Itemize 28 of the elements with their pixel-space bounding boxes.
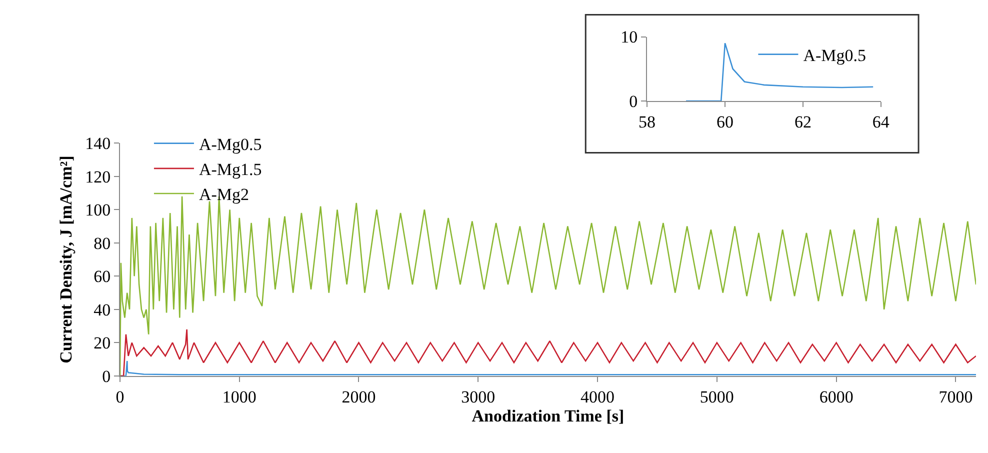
- legend-label: A-Mg0.5: [803, 46, 866, 65]
- y-tick-label: 20: [94, 334, 111, 353]
- x-tick-label: 2000: [342, 387, 376, 406]
- y-axis-title: Current Density, J [mA/cm²]: [56, 156, 76, 364]
- y-tick-label: 10: [620, 28, 638, 47]
- x-tick-label: 58: [638, 112, 656, 132]
- x-tick-label: 60: [716, 112, 734, 132]
- x-tick-label: 3000: [461, 387, 496, 406]
- y-tick-label: 60: [94, 267, 111, 286]
- legend-label: A-Mg2: [198, 185, 250, 204]
- y-tick-label: 140: [85, 134, 111, 154]
- x-tick-label: 62: [794, 112, 812, 132]
- x-tick-label: 0: [116, 387, 124, 406]
- y-tick-label: 100: [85, 200, 111, 220]
- legend-label: A-Mg0.5: [198, 134, 262, 154]
- x-tick-label: 64: [872, 112, 890, 132]
- x-tick-label: 5000: [700, 387, 734, 406]
- x-tick-label: 7000: [938, 387, 973, 406]
- line-series: [685, 42, 874, 101]
- y-tick-label: 80: [94, 234, 111, 253]
- y-tick-label: 120: [85, 167, 111, 186]
- y-tick-label: 40: [94, 300, 111, 320]
- x-axis-title: Anodization Time [s]: [472, 406, 624, 426]
- x-tick-label: 4000: [580, 387, 615, 406]
- y-tick-label: 0: [102, 366, 111, 386]
- x-tick-label: 1000: [222, 387, 256, 406]
- legend-label: A-Mg1.5: [198, 160, 262, 180]
- x-tick-label: 6000: [819, 387, 854, 406]
